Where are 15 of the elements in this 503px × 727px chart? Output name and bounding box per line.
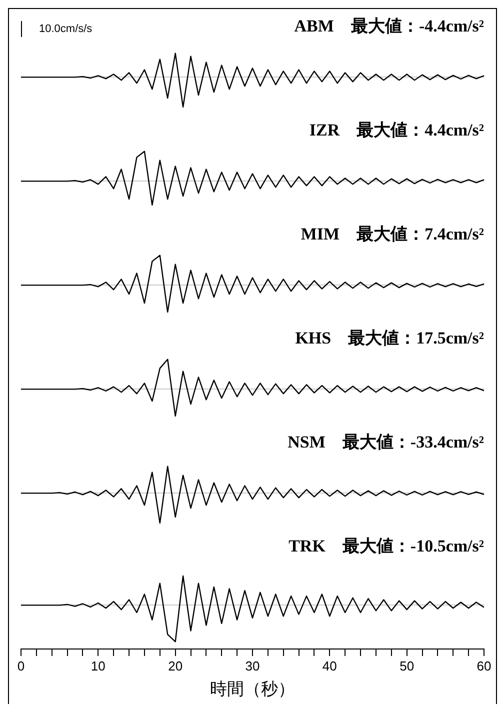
chart-title: MIM 最大値：7.4cm/s² [300, 224, 484, 244]
x-tick-label: 30 [245, 658, 260, 674]
chart-title: IZR 最大値：4.4cm/s² [309, 120, 484, 140]
chart-title: KHS 最大値：17.5cm/s² [295, 328, 484, 348]
chart-title: NSM 最大値：-33.4cm/s² [288, 432, 484, 452]
x-tick-label: 40 [322, 658, 337, 674]
x-tick-label: 60 [476, 658, 492, 674]
x-tick-label: 0 [17, 658, 25, 674]
chart-title: ABM 最大値：-4.4cm/s² [294, 16, 484, 36]
chart-title: TRK 最大値：-10.5cm/s² [288, 536, 484, 556]
text: 10.0cm/s/s [39, 23, 93, 36]
x-tick-label: 50 [400, 658, 414, 674]
x-axis-title: 時間（秒） [210, 679, 295, 698]
x-tick-label: 20 [168, 658, 183, 674]
x-tick-label: 10 [90, 658, 106, 674]
